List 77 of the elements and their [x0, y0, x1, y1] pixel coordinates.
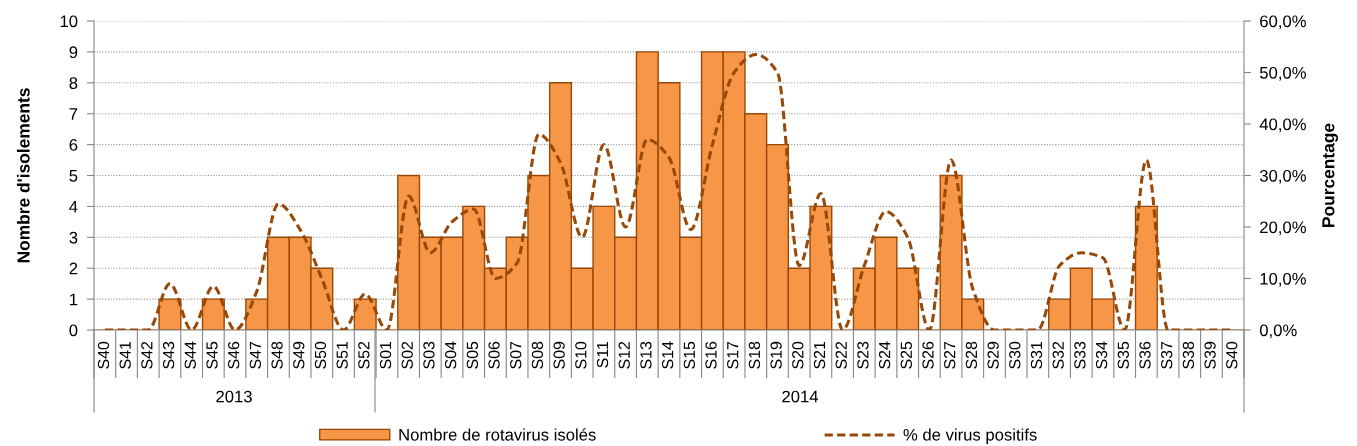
y2-tick-label: 20,0%: [1260, 221, 1306, 236]
x-tick-label: S44: [184, 341, 196, 369]
x-tick-label: S12: [618, 341, 630, 369]
x-tick-label: S06: [488, 341, 500, 369]
y-tick-label: 5: [69, 170, 78, 182]
x-tick-label: S04: [445, 341, 457, 369]
x-tick-label: S09: [553, 341, 565, 369]
x-tick-label: S39: [1204, 341, 1216, 369]
x-tick-label: S08: [531, 341, 544, 369]
x-tick-label: S23: [857, 341, 869, 369]
y-tick-label: 6: [69, 139, 78, 151]
x-tick-label: S03: [423, 341, 435, 369]
x-tick-label: S45: [206, 341, 218, 369]
text: 2013: [216, 390, 252, 403]
y-tick-label: 1: [70, 293, 78, 306]
x-tick-label: S13: [640, 341, 652, 369]
x-tick-label: S49: [293, 341, 305, 369]
x-tick-label: S18: [748, 341, 761, 369]
x-tick-label: S33: [1074, 341, 1086, 369]
x-tick-label: S25: [900, 341, 912, 369]
x-tick-label: S27: [944, 341, 956, 369]
legend-label: Nombre de rotavirus isolés: [399, 428, 596, 441]
x-tick-label: S37: [1161, 341, 1173, 369]
x-tick-label: S42: [141, 341, 153, 369]
x-tick-label: S38: [1182, 341, 1195, 369]
y2-tick-label: 50,0%: [1259, 66, 1306, 81]
x-tick-label: S31: [1030, 341, 1043, 369]
x-tick-label: S40: [97, 341, 110, 369]
x-tick-label: S32: [1052, 341, 1064, 369]
x-tick-label: S14: [661, 341, 674, 369]
x-tick-label: S21: [813, 341, 826, 369]
x-tick-label: S41: [119, 341, 131, 369]
y2-axis-title: Pourcentage: [1322, 123, 1338, 227]
x-tick-label: S43: [162, 341, 175, 369]
legend-label: % de virus positifs: [903, 428, 1037, 444]
x-tick-label: S26: [922, 341, 934, 369]
x-tick-label: S19: [770, 341, 782, 369]
x-tick-label: S11: [596, 341, 609, 368]
y2-tick-label: 10,0%: [1260, 272, 1306, 287]
x-tick-label: S20: [792, 341, 804, 369]
x-tick-label: S10: [575, 341, 587, 369]
text: 2014: [782, 390, 819, 403]
y-axis-title: Nombre d'isolements: [16, 88, 30, 263]
y-tick-label: 3: [69, 231, 78, 244]
y-tick-label: 8: [69, 77, 78, 89]
x-tick-label: S22: [835, 341, 847, 369]
x-tick-label: S01: [379, 341, 392, 369]
x-tick-label: S24: [878, 341, 891, 369]
x-tick-label: S17: [727, 341, 739, 369]
x-tick-label: S51: [336, 341, 348, 369]
y-tick-label: 2: [69, 262, 78, 275]
x-tick-label: S40: [1226, 341, 1238, 369]
x-tick-label: S30: [1009, 341, 1021, 369]
x-tick-label: S28: [965, 341, 978, 369]
y-tick-label: 10: [60, 15, 78, 28]
x-tick-label: S34: [1095, 341, 1108, 369]
x-tick-label: S29: [987, 341, 999, 369]
y-tick-label: 9: [69, 46, 78, 59]
x-tick-label: S46: [228, 341, 240, 369]
x-tick-label: S16: [705, 341, 717, 369]
x-tick-label: S48: [271, 341, 283, 369]
x-tick-label: S02: [401, 341, 413, 369]
y2-tick-label: 60,0%: [1260, 15, 1306, 30]
y2-tick-label: 40,0%: [1259, 118, 1306, 133]
x-tick-label: S52: [358, 341, 370, 369]
y-tick-label: 0: [69, 324, 78, 337]
x-tick-label: S35: [1117, 341, 1129, 369]
x-tick-label: S07: [510, 341, 522, 369]
x-tick-label: S47: [249, 341, 262, 369]
y2-tick-label: 30,0%: [1259, 169, 1306, 184]
x-tick-label: S15: [683, 341, 695, 369]
y-tick-label: 7: [69, 108, 78, 120]
y-tick-label: 4: [69, 200, 78, 213]
x-tick-label: S05: [466, 341, 478, 369]
x-tick-label: S50: [314, 341, 327, 369]
x-tick-label: S36: [1139, 341, 1151, 369]
y2-tick-label: 0,0%: [1259, 324, 1297, 339]
